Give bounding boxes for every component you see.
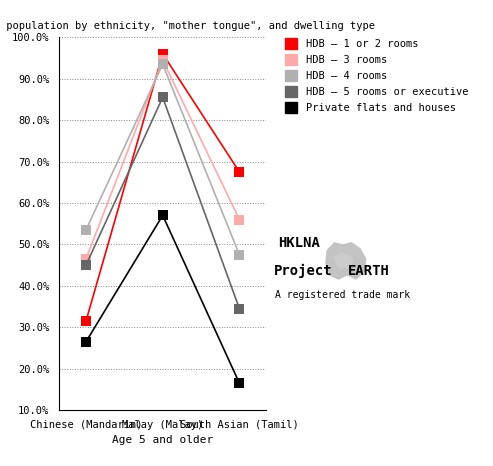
Line: HDB – 5 rooms or executive: HDB – 5 rooms or executive [81,92,244,314]
HDB – 4 rooms [160,62,166,67]
X-axis label: Age 5 and older: Age 5 and older [112,435,213,445]
Line: HDB – 1 or 2 rooms: HDB – 1 or 2 rooms [81,49,244,326]
Title: Resident population by ethnicity, "mother tongue", and dwelling type: Resident population by ethnicity, "mothe… [0,21,375,31]
Text: Project: Project [274,264,332,278]
HDB – 1 or 2 rooms [160,51,166,57]
Line: HDB – 3 rooms: HDB – 3 rooms [81,55,244,264]
Polygon shape [334,253,354,269]
HDB – 3 rooms [83,256,89,262]
Private flats and houses [237,380,243,386]
HDB – 1 or 2 rooms [237,169,243,175]
HDB – 4 rooms [237,252,243,258]
Private flats and houses [160,212,166,218]
HDB – 5 rooms or executive [237,306,243,311]
HDB – 5 rooms or executive [83,262,89,268]
Polygon shape [325,242,366,280]
Line: Private flats and houses: Private flats and houses [81,211,244,388]
Text: HKLNA: HKLNA [279,236,320,250]
HDB – 4 rooms [83,227,89,233]
HDB – 3 rooms [237,217,243,222]
HDB – 5 rooms or executive [160,95,166,100]
Text: EARTH: EARTH [348,264,389,278]
Legend: HDB – 1 or 2 rooms, HDB – 3 rooms, HDB – 4 rooms, HDB – 5 rooms or executive, Pr: HDB – 1 or 2 rooms, HDB – 3 rooms, HDB –… [282,35,471,116]
Line: HDB – 4 rooms: HDB – 4 rooms [81,59,244,260]
HDB – 3 rooms [160,57,166,63]
Text: A registered trade mark: A registered trade mark [275,290,410,300]
HDB – 1 or 2 rooms [83,318,89,324]
Private flats and houses [83,339,89,344]
